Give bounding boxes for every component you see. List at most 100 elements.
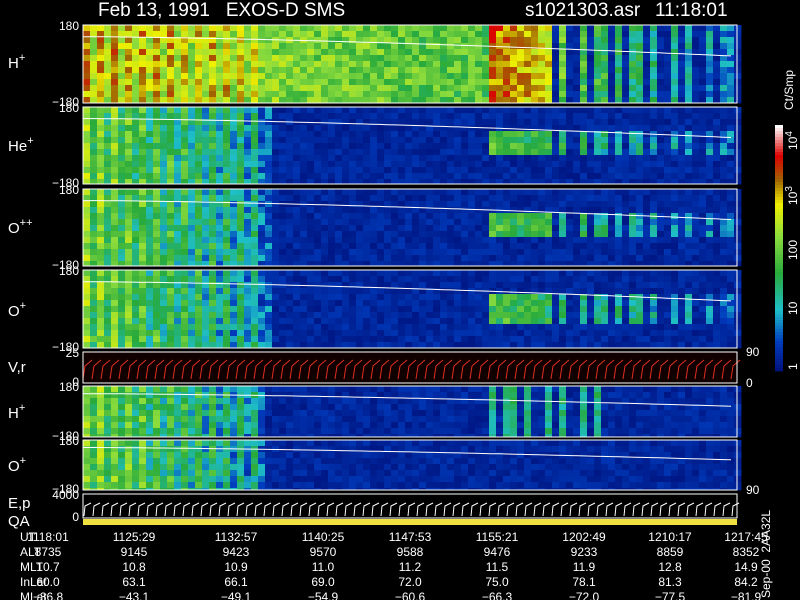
spectrogram-cell	[538, 73, 546, 80]
spectrogram-cell	[188, 149, 196, 156]
spectrogram-cell	[629, 79, 637, 86]
spectrogram-cell	[412, 85, 420, 92]
spectrogram-cell	[321, 276, 329, 283]
spectrogram-cell	[720, 67, 728, 74]
spectrogram-cell	[734, 270, 742, 277]
spectrogram-cell	[664, 288, 672, 295]
spectrogram-cell	[349, 282, 357, 289]
spectrogram-cell	[664, 73, 672, 80]
spectrogram-cell	[314, 231, 322, 238]
spectrogram-cell	[405, 219, 413, 226]
spectrogram-cell	[90, 79, 98, 86]
spectrogram-cell	[510, 225, 518, 232]
spectrogram-cell	[188, 237, 196, 244]
spectrogram-cell	[503, 107, 511, 114]
spectrogram-cell	[657, 107, 665, 114]
spectrogram-cell	[167, 342, 175, 349]
spectrogram-cell	[517, 173, 525, 180]
spectrogram-cell	[713, 149, 721, 156]
spectrogram-cell	[685, 213, 693, 220]
spectrogram-cell	[167, 201, 175, 208]
spectrogram-cell	[482, 282, 490, 289]
spectrogram-cell	[720, 213, 728, 220]
spectrogram-cell	[461, 119, 469, 126]
time: 11:18:01	[655, 0, 728, 21]
spectrogram-cell	[510, 155, 518, 162]
spectrogram-cell	[132, 125, 140, 132]
spectrogram-cell	[104, 113, 112, 120]
spectrogram-cell	[342, 61, 350, 68]
spectrogram-cell	[601, 131, 609, 138]
spectrogram-cell	[629, 231, 637, 238]
spectrogram-cell	[447, 219, 455, 226]
spectrogram-cell	[104, 55, 112, 62]
spectrogram-cell	[139, 392, 147, 399]
spectrogram-cell	[657, 324, 665, 331]
spectrogram-cell	[153, 161, 161, 168]
spectrogram-cell	[139, 428, 147, 435]
spectrogram-cell	[349, 179, 357, 185]
spectrogram-cell	[671, 225, 679, 232]
spectrogram-cell	[286, 255, 294, 262]
spectrogram-cell	[125, 219, 133, 226]
spectrogram-cell	[461, 243, 469, 250]
spectrogram-cell	[615, 189, 623, 196]
spectrogram-cell	[559, 37, 567, 44]
spectrogram-cell	[223, 213, 231, 220]
spectrogram-cell	[195, 31, 203, 38]
spectrogram-cell	[265, 306, 273, 313]
spectrogram-cell	[510, 219, 518, 226]
spectrogram-cell	[405, 131, 413, 138]
spectrogram-cell	[440, 231, 448, 238]
spectrogram-cell	[608, 276, 616, 283]
spectrogram-cell	[594, 97, 602, 104]
spectrogram-cell	[363, 330, 371, 337]
spectrogram-cell	[216, 219, 224, 226]
spectrogram-cell	[734, 131, 742, 138]
spectrogram-cell	[244, 173, 252, 180]
spectrogram-cell	[349, 249, 357, 256]
spectrogram-cell	[587, 161, 595, 168]
spectrogram-cell	[489, 85, 497, 92]
spectrogram-cell	[167, 330, 175, 337]
spectrogram-cell	[377, 276, 385, 283]
spectrogram-cell	[230, 306, 238, 313]
spectrogram-cell	[265, 312, 273, 319]
spectrogram-cell	[90, 276, 98, 283]
spectrogram-cell	[286, 25, 294, 32]
spectrogram-cell	[244, 107, 252, 114]
spectrogram-cell	[552, 270, 560, 277]
spectrogram-cell	[265, 97, 273, 104]
spectrogram-cell	[286, 49, 294, 56]
spectrogram-cell	[321, 189, 329, 196]
spectrogram-cell	[97, 231, 105, 238]
spectrogram-cell	[349, 119, 357, 126]
spectrogram-cell	[202, 294, 210, 301]
spectrogram-cell	[377, 294, 385, 301]
spectrogram-cell	[202, 243, 210, 250]
spectrogram-cell	[545, 73, 553, 80]
spectrogram-cell	[195, 55, 203, 62]
spectrogram-cell	[125, 422, 133, 429]
spectrogram-cell	[188, 167, 196, 174]
spectrogram-cell	[181, 137, 189, 144]
spectrogram-cell	[629, 37, 637, 44]
spectrogram-cell	[188, 336, 196, 343]
spectrogram-cell	[531, 137, 539, 144]
spectrogram-cell	[419, 213, 427, 220]
spectrogram-cell	[83, 243, 91, 250]
spectrogram-cell	[426, 288, 434, 295]
spectrogram-cell	[538, 276, 546, 283]
spectrogram-cell	[468, 243, 476, 250]
spectrogram-cell	[552, 195, 560, 202]
spectrogram-cell	[727, 261, 735, 267]
spectrogram-cell	[587, 288, 595, 295]
spectrogram-cell	[727, 113, 735, 120]
spectrogram-cell	[433, 312, 441, 319]
spectrogram-cell	[125, 312, 133, 319]
spectrogram-cell	[482, 261, 490, 267]
spectrogram-cell	[517, 119, 525, 126]
spectrogram-cell	[685, 276, 693, 283]
spectrogram-cell	[524, 330, 532, 337]
spectrogram-cell	[706, 91, 714, 98]
